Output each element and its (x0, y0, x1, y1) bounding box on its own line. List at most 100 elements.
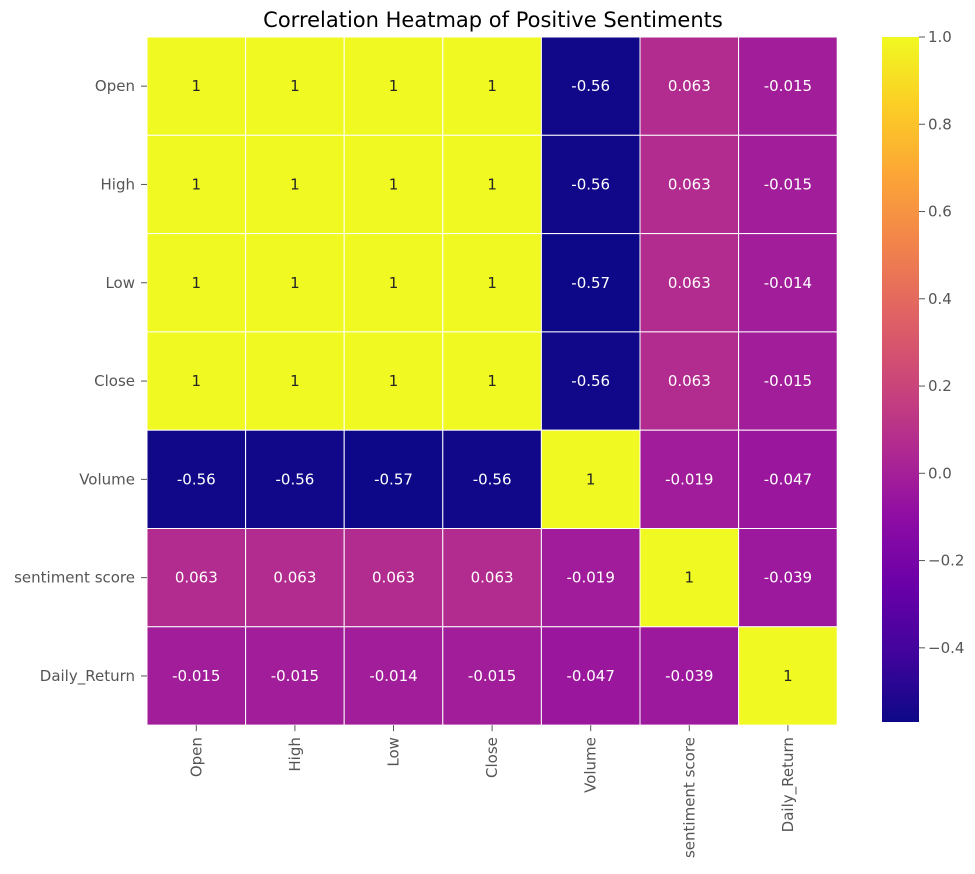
heatmap-cell (738, 429, 838, 530)
x-tick-label: Close (483, 737, 501, 778)
x-tick-label: Volume (582, 737, 600, 793)
colorbar-gradient (882, 37, 919, 722)
y-tick-label: sentiment score (14, 569, 135, 587)
colorbar-tick-label: −0.2 (928, 552, 964, 570)
heatmap-cell (738, 626, 838, 726)
cell-value-label: -0.039 (764, 569, 812, 587)
cell-value-label: -0.047 (567, 667, 615, 685)
cell-value-label: 1 (685, 569, 695, 587)
cell-value-label: 0.063 (372, 569, 415, 587)
heatmap-cell (540, 626, 641, 726)
y-tick-label: Volume (79, 470, 135, 488)
cell-value-label: 0.063 (273, 569, 316, 587)
cell-value-label: 1 (192, 175, 202, 193)
x-tick-label: High (286, 737, 304, 771)
cell-value-label: -0.56 (473, 470, 512, 488)
cell-value-label: 1 (487, 274, 497, 292)
chart-title: Correlation Heatmap of Positive Sentimen… (263, 8, 723, 32)
cell-value-label: -0.015 (468, 667, 516, 685)
heatmap-cell (738, 528, 838, 628)
heatmap-cell (146, 626, 247, 726)
heatmap-cell (540, 233, 641, 333)
colorbar-tick-label: 0.0 (928, 464, 952, 482)
colorbar-tick-label: 0.6 (928, 203, 952, 221)
cell-value-label: 1 (389, 372, 399, 390)
cell-value-label: 1 (290, 372, 300, 390)
colorbar-tick-label: 1.0 (928, 28, 952, 46)
heatmap-cell (639, 134, 740, 235)
heatmap-cell (146, 331, 247, 431)
cell-value-label: -0.015 (764, 77, 812, 95)
heatmap-cell (442, 233, 542, 333)
cell-value-label: 1 (586, 470, 596, 488)
heatmap-cell (540, 134, 641, 235)
cell-value-label: -0.019 (567, 569, 615, 587)
heatmap-cell (245, 528, 345, 628)
cell-value-label: -0.56 (571, 372, 610, 390)
heatmap-cell (738, 134, 838, 235)
heatmap-cell (343, 528, 444, 628)
heatmap-cell (343, 36, 444, 136)
heatmap-cell (540, 36, 641, 136)
heatmap-cell (540, 528, 641, 628)
heatmap-cell (442, 36, 542, 136)
cell-value-label: -0.039 (665, 667, 713, 685)
heatmap-cell (343, 134, 444, 235)
cell-value-label: -0.57 (571, 274, 610, 292)
cell-value-label: 1 (192, 274, 202, 292)
heatmap-cell (442, 331, 542, 431)
cell-value-label: -0.014 (369, 667, 417, 685)
y-tick-label: Open (95, 77, 135, 95)
heatmap-cell (738, 233, 838, 333)
heatmap-cell (343, 429, 444, 530)
cell-value-label: 1 (389, 274, 399, 292)
cell-value-label: -0.56 (571, 77, 610, 95)
heatmap-cell (442, 626, 542, 726)
cell-value-label: 1 (389, 77, 399, 95)
cell-value-label: -0.015 (172, 667, 220, 685)
x-tick-label: Low (385, 737, 403, 767)
cell-value-label: 1 (192, 77, 202, 95)
x-tick-label: Open (187, 737, 205, 777)
cell-value-label: 1 (290, 274, 300, 292)
y-tick-label: Close (94, 372, 135, 390)
heatmap-cell (343, 233, 444, 333)
cell-value-label: 0.063 (668, 77, 711, 95)
colorbar-tick-label: 0.2 (928, 377, 952, 395)
colorbar-tick-label: 0.8 (928, 115, 952, 133)
heatmap-cell (738, 331, 838, 431)
heatmap-cell (146, 36, 247, 136)
heatmap-cell (146, 528, 247, 628)
heatmap-cell (146, 429, 247, 530)
cell-value-label: -0.57 (374, 470, 413, 488)
cell-value-label: 0.063 (668, 372, 711, 390)
heatmap-cell (245, 233, 345, 333)
colorbar-tick-label: −0.4 (928, 639, 964, 657)
cell-value-label: 1 (487, 77, 497, 95)
cell-value-label: 1 (290, 175, 300, 193)
colorbar-tick-label: 0.4 (928, 290, 952, 308)
heatmap-cell (245, 36, 345, 136)
x-tick-labels: Open High Low Close Volume sentiment score Dai… (187, 725, 798, 858)
heatmap-cells: 1 1 1 1 -0.56 0.063 -0.015 1 1 1 1 -0.56 0.063 -0.015… (146, 36, 838, 726)
cell-value-label: 0.063 (471, 569, 514, 587)
cell-value-label: 1 (389, 175, 399, 193)
cell-value-label: -0.019 (665, 470, 713, 488)
cell-value-label: -0.015 (764, 175, 812, 193)
heatmap-cell (639, 233, 740, 333)
heatmap-cell (146, 233, 247, 333)
heatmap-cell (343, 626, 444, 726)
y-tick-labels: Open High Low Close Volume sentiment score Dai… (14, 77, 147, 686)
heatmap-cell (245, 331, 345, 431)
cell-value-label: -0.015 (271, 667, 319, 685)
cell-value-label: 1 (192, 372, 202, 390)
y-tick-label: Daily_Return (40, 667, 135, 686)
x-tick-label: sentiment score (680, 737, 698, 858)
cell-value-label: 1 (783, 667, 793, 685)
colorbar: −0.4 −0.2 0.0 0.2 0.4 0.6 0.8 1.0 (882, 28, 964, 722)
cell-value-label: -0.56 (177, 470, 216, 488)
cell-value-label: -0.047 (764, 470, 812, 488)
heatmap-cell (639, 36, 740, 136)
